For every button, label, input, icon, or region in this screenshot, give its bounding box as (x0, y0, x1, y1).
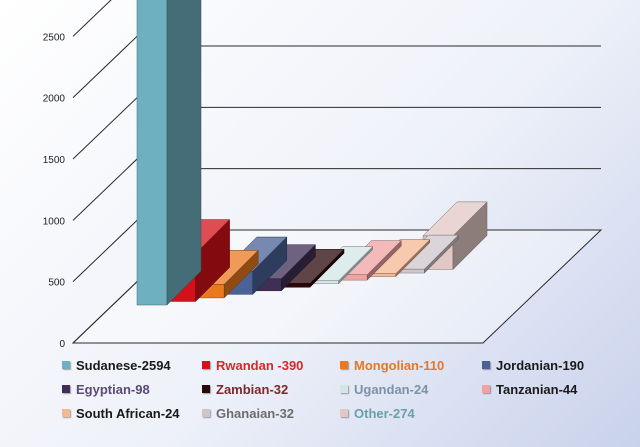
legend-swatch (202, 409, 210, 417)
legend-swatch (202, 385, 210, 393)
y-tick-label: 0 (59, 339, 65, 350)
legend-swatch (482, 361, 490, 369)
legend-item: Jordanian-190 (482, 356, 632, 374)
legend-item: Other-274 (340, 404, 482, 422)
legend-swatch (340, 385, 348, 393)
legend-label: Tanzanian-44 (496, 381, 578, 397)
legend-swatch (482, 385, 490, 393)
legend-item: Zambian-32 (202, 380, 340, 398)
legend-swatch (62, 361, 70, 369)
legend-label: Ugandan-24 (354, 381, 429, 397)
legend-item: Rwandan -390 (202, 356, 340, 374)
legend-label: Rwandan -390 (216, 357, 304, 373)
legend-item: Egyptian-98 (62, 380, 202, 398)
legend-item: Ugandan-24 (340, 380, 482, 398)
legend-item: South African-24 (62, 404, 202, 422)
legend-label: Zambian-32 (216, 381, 289, 397)
chart-legend: Sudanese-2594 Rwandan -390 Mongolian-110 Jo… (62, 356, 632, 422)
legend-item: Mongolian-110 (340, 356, 482, 374)
y-tick-label: 2000 (43, 94, 66, 105)
legend-label: Jordanian-190 (496, 357, 585, 373)
y-tick-label: 1000 (43, 216, 66, 227)
legend-label: Egyptian-98 (76, 381, 150, 397)
legend-label: Ghanaian-32 (216, 405, 295, 421)
bar-front (136, 0, 168, 306)
bar-chart-3d: 050010001500200025003000 (43, 0, 603, 350)
legend-swatch (62, 409, 70, 417)
legend-swatch (340, 361, 348, 369)
legend-item: Sudanese-2594 (62, 356, 202, 374)
legend-swatch (202, 361, 210, 369)
legend-label: South African-24 (76, 405, 180, 421)
legend-label: Other-274 (354, 405, 415, 421)
legend-label: Mongolian-110 (354, 357, 445, 373)
legend-label: Sudanese-2594 (76, 357, 171, 373)
side-wall-line (72, 0, 112, 37)
legend-swatch (340, 409, 348, 417)
bar-sudanese (136, 0, 202, 306)
y-tick-label: 1500 (43, 155, 66, 166)
legend-item: Tanzanian-44 (482, 380, 632, 398)
y-tick-label: 2500 (43, 32, 66, 43)
bar-side (166, 0, 202, 306)
legend-item: Ghanaian-32 (202, 404, 340, 422)
legend-swatch (62, 385, 70, 393)
y-tick-label: 500 (48, 278, 65, 289)
